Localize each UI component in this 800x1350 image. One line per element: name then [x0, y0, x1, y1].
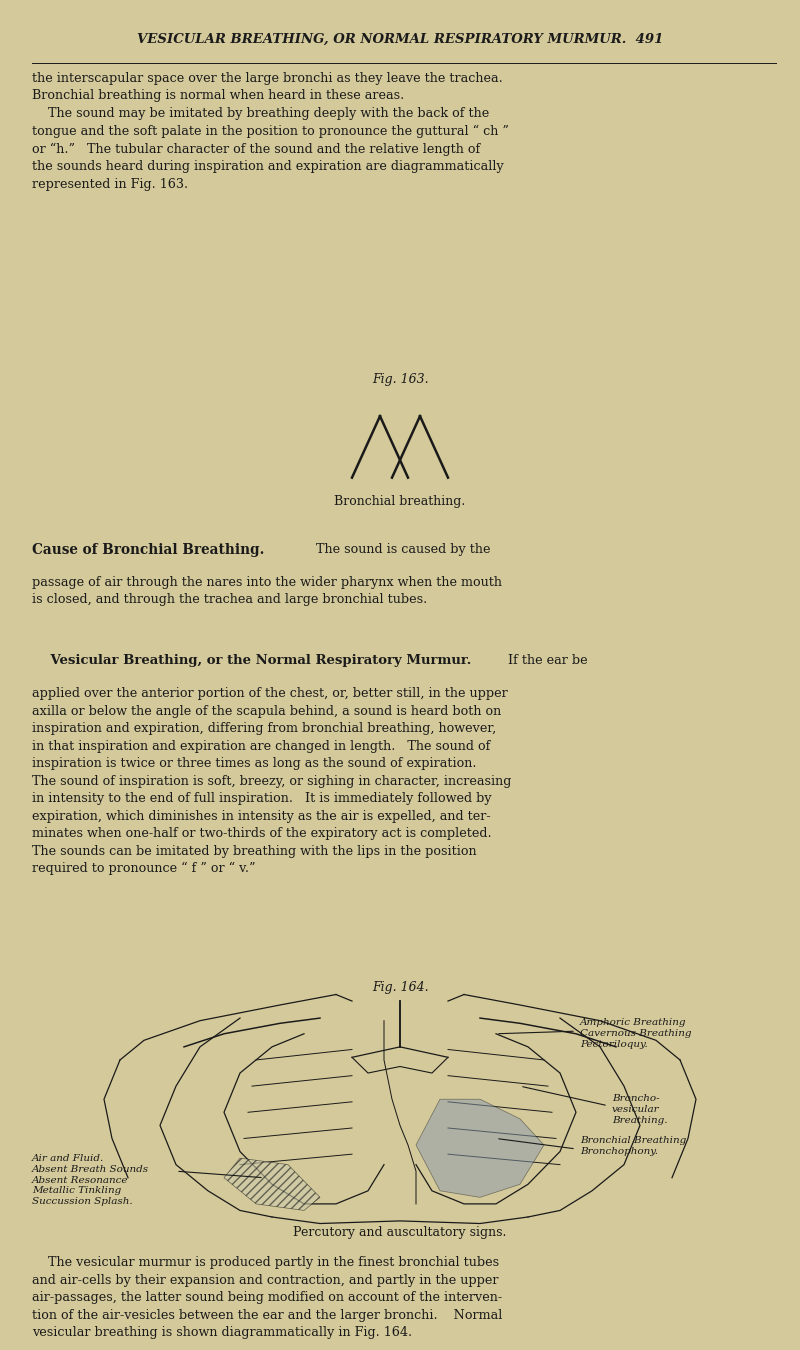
Text: applied over the anterior portion of the chest, or, better still, in the upper
a: applied over the anterior portion of the… [32, 687, 511, 875]
Text: If the ear be: If the ear be [500, 655, 588, 667]
Text: Percutory and auscultatory signs.: Percutory and auscultatory signs. [294, 1226, 506, 1239]
Text: Bronchial Breathing
Bronchophony.: Bronchial Breathing Bronchophony. [580, 1135, 686, 1156]
Polygon shape [224, 1158, 320, 1211]
Text: Air and Fluid.
Absent Breath Sounds
Absent Resonance
Metallic Tinkling
Succussio: Air and Fluid. Absent Breath Sounds Abse… [32, 1154, 149, 1206]
Text: Amphoric Breathing
Cavernous Breathing
Pectoriloquy.: Amphoric Breathing Cavernous Breathing P… [580, 1018, 691, 1049]
Text: Bronchial breathing.: Bronchial breathing. [334, 494, 466, 508]
Text: the interscapular space over the large bronchi as they leave the trachea.
Bronch: the interscapular space over the large b… [32, 72, 509, 190]
Text: Broncho-
vesicular
Breathing.: Broncho- vesicular Breathing. [612, 1094, 667, 1125]
Text: Cause of Bronchial Breathing.: Cause of Bronchial Breathing. [32, 543, 264, 558]
Text: Vesicular Breathing, or the Normal Respiratory Murmur.: Vesicular Breathing, or the Normal Respi… [32, 655, 471, 667]
Text: Fig. 164.: Fig. 164. [372, 981, 428, 995]
Text: The vesicular murmur is produced partly in the finest bronchial tubes
and air-ce: The vesicular murmur is produced partly … [32, 1257, 502, 1339]
Text: Fig. 163.: Fig. 163. [372, 373, 428, 386]
Text: VESICULAR BREATHING, OR NORMAL RESPIRATORY MURMUR.  491: VESICULAR BREATHING, OR NORMAL RESPIRATO… [137, 32, 663, 46]
Text: The sound is caused by the: The sound is caused by the [308, 543, 490, 556]
Polygon shape [416, 1099, 544, 1197]
Text: passage of air through the nares into the wider pharynx when the mouth
is closed: passage of air through the nares into th… [32, 576, 502, 606]
